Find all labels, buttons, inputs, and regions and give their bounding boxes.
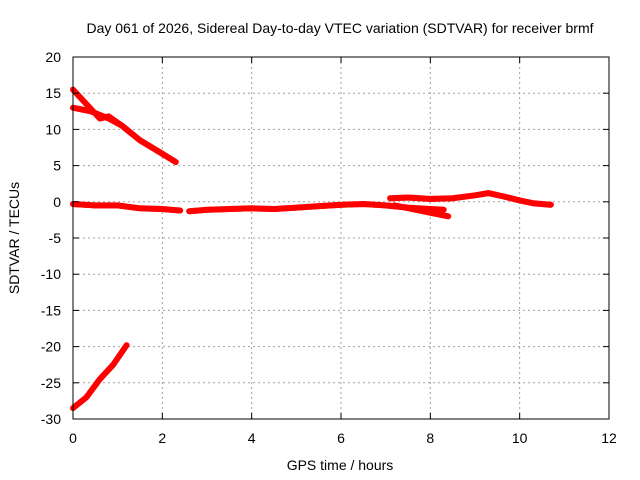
grid-lines	[73, 57, 609, 419]
x-tick-label: 2	[158, 430, 166, 446]
y-tick-label: -15	[41, 302, 61, 318]
series-track-e	[391, 202, 452, 220]
x-axis-label: GPS time / hours	[287, 457, 394, 473]
x-tick-label: 4	[248, 430, 256, 446]
tick-labels: 0 2 4 6 8 10 12 -30 -25 -20 -15 -10 -5 0 5 10 15 20	[41, 49, 617, 446]
y-tick-label: -25	[41, 375, 61, 391]
series-track-c	[70, 201, 184, 214]
y-tick-label: -10	[41, 266, 61, 282]
series-track-c-scatter	[72, 205, 182, 214]
y-tick-label: -20	[41, 339, 61, 355]
y-tick-label: 0	[53, 194, 61, 210]
y-tick-label: 15	[45, 85, 61, 101]
series-track-g	[70, 342, 130, 412]
y-tick-label: 5	[53, 158, 61, 174]
x-tick-label: 6	[337, 430, 345, 446]
y-tick-label: 10	[45, 121, 61, 137]
y-tick-label: 20	[45, 49, 61, 65]
x-tick-label: 0	[69, 430, 77, 446]
series-track-b	[70, 104, 179, 165]
y-axis-label: SDTVAR / TECUs	[6, 182, 22, 294]
series-track-f-scatter	[389, 194, 552, 208]
data-series	[70, 86, 554, 412]
series-track-f	[387, 190, 554, 208]
series-track-e-scatter	[393, 206, 450, 220]
x-tick-label: 12	[601, 430, 617, 446]
x-tick-label: 10	[512, 430, 528, 446]
series-track-g-scatter	[72, 346, 128, 412]
chart-title: Day 061 of 2026, Sidereal Day-to-day VTE…	[86, 20, 593, 36]
y-tick-label: -30	[41, 411, 61, 427]
x-tick-label: 8	[426, 430, 434, 446]
y-tick-label: -5	[49, 230, 62, 246]
series-track-b-scatter	[72, 108, 177, 165]
axis-ticks	[72, 56, 610, 420]
